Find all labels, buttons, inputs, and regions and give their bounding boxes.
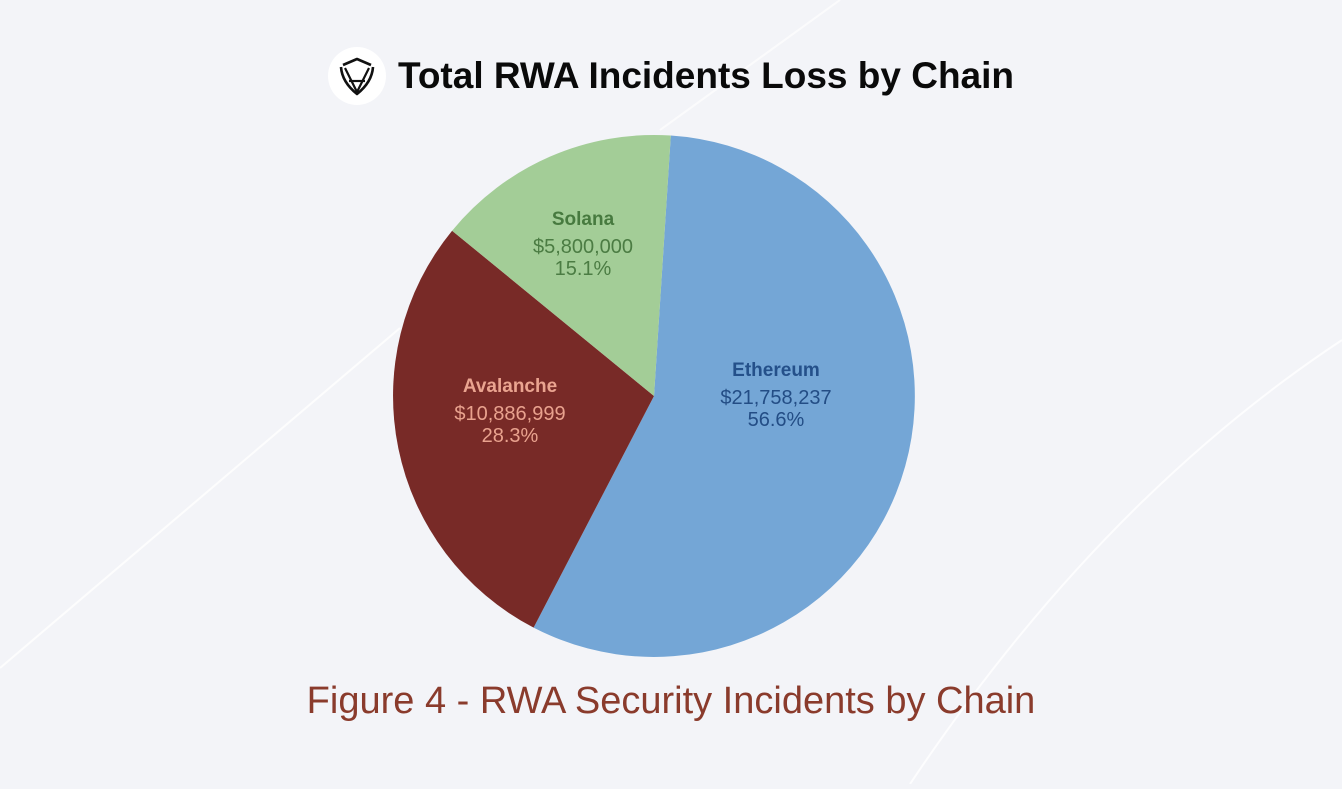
slice-value: $21,758,237 [720, 387, 832, 409]
slice-percentage: 28.3% [481, 425, 539, 447]
slice-label-avalanche: Avalanche $10,886,999 28.3% [454, 376, 565, 447]
slice-name: Avalanche [462, 376, 558, 397]
pie-slice-ethereum[interactable] [533, 135, 915, 657]
pie-slice-solana[interactable] [452, 134, 671, 396]
chart-header: Total RWA Incidents Loss by Chain [0, 44, 1342, 108]
slice-percentage: 56.6% [747, 409, 805, 431]
slice-label-solana: Solana $5,800,000 15.1% [533, 209, 633, 280]
slice-percentage: 15.1% [554, 258, 612, 280]
slice-label-ethereum: Ethereum $21,758,237 56.6% [720, 360, 831, 431]
figure-caption: Figure 4 - RWA Security Incidents by Cha… [306, 680, 1036, 722]
shield-logo-icon [327, 47, 386, 105]
slice-value: $10,886,999 [454, 403, 566, 425]
slice-value: $5,800,000 [532, 236, 634, 258]
pie-slice-avalanche[interactable] [393, 230, 654, 628]
slice-name: Ethereum [732, 360, 820, 381]
slice-name: Solana [551, 209, 615, 230]
chart-title: Total RWA Incidents Loss by Chain [397, 55, 1015, 96]
